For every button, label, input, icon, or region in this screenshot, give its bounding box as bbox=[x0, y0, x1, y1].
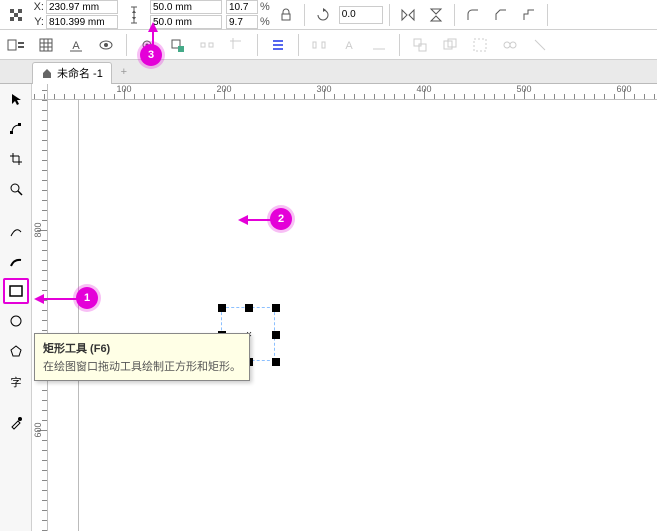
ruler-vertical[interactable]: 800600 bbox=[32, 100, 48, 531]
size-fields bbox=[150, 0, 222, 29]
separator bbox=[126, 34, 127, 56]
x-input[interactable] bbox=[46, 0, 118, 14]
selection-handle[interactable] bbox=[272, 358, 280, 366]
tab-bar: 未命名 -1 + bbox=[0, 60, 657, 84]
scale-y-input[interactable] bbox=[226, 15, 258, 29]
canvas-area: 100200300400500600 800600 × bbox=[32, 84, 657, 531]
separator bbox=[399, 34, 400, 56]
lock-size-icon[interactable] bbox=[122, 3, 146, 27]
corner-tl-icon[interactable] bbox=[461, 3, 485, 27]
canvas[interactable]: × bbox=[48, 100, 657, 531]
mirror-v-icon[interactable] bbox=[424, 3, 448, 27]
pick-tool[interactable] bbox=[3, 86, 29, 112]
lock-icon[interactable] bbox=[274, 3, 298, 27]
height-input[interactable] bbox=[150, 15, 222, 29]
arrow-2 bbox=[238, 213, 274, 227]
origin-icon[interactable] bbox=[4, 3, 28, 27]
rectangle-tool[interactable] bbox=[3, 278, 29, 304]
text-a-icon[interactable]: A bbox=[337, 33, 361, 57]
arrow-3 bbox=[146, 22, 160, 48]
selection-handle[interactable] bbox=[272, 304, 280, 312]
arrow-1 bbox=[34, 292, 80, 306]
view-icon[interactable] bbox=[94, 33, 118, 57]
x-label: X: bbox=[32, 1, 44, 13]
align-icon[interactable] bbox=[266, 33, 290, 57]
add-node-icon[interactable] bbox=[165, 33, 189, 57]
separator bbox=[454, 4, 455, 26]
rotate-icon[interactable] bbox=[311, 3, 335, 27]
pct-unit: % bbox=[260, 1, 270, 13]
document-tab[interactable]: 未命名 -1 bbox=[32, 62, 112, 84]
sel-all-icon[interactable] bbox=[468, 33, 492, 57]
selection-handle[interactable] bbox=[272, 331, 280, 339]
page-edge bbox=[78, 100, 79, 531]
tooltip-title: 矩形工具 (F6) bbox=[43, 340, 241, 356]
text-grid-icon[interactable]: A bbox=[64, 33, 88, 57]
pct-unit: % bbox=[260, 16, 270, 28]
property-bar: X: Y: % % bbox=[0, 0, 657, 30]
separator bbox=[304, 4, 305, 26]
scale-x-input[interactable] bbox=[226, 0, 258, 14]
options-bar: A A bbox=[0, 30, 657, 60]
position-fields: X: Y: bbox=[32, 0, 118, 29]
baseline-icon[interactable] bbox=[367, 33, 391, 57]
selection-handle[interactable] bbox=[245, 304, 253, 312]
corner-ch-icon[interactable] bbox=[517, 3, 541, 27]
tab-title: 未命名 -1 bbox=[57, 65, 103, 81]
opt-icon[interactable] bbox=[4, 33, 28, 57]
tooltip: 矩形工具 (F6) 在绘图窗口拖动工具绘制正方形和矩形。 bbox=[34, 333, 250, 381]
y-label: Y: bbox=[32, 16, 44, 28]
shape-tool[interactable] bbox=[3, 116, 29, 142]
separator bbox=[547, 4, 548, 26]
selection-handle[interactable] bbox=[218, 304, 226, 312]
link-icon[interactable] bbox=[498, 33, 522, 57]
eyedrop-tool[interactable] bbox=[3, 410, 29, 436]
width-input[interactable] bbox=[150, 0, 222, 14]
svg-text:A: A bbox=[345, 40, 353, 52]
svg-text:A: A bbox=[72, 40, 80, 52]
polygon-tool[interactable] bbox=[3, 338, 29, 364]
combine-icon[interactable] bbox=[438, 33, 462, 57]
toolbox: 字 bbox=[0, 84, 32, 531]
distribute-icon[interactable] bbox=[307, 33, 331, 57]
rotation-input[interactable] bbox=[339, 6, 383, 24]
scale-fields: % % bbox=[226, 0, 270, 29]
freehand-tool[interactable] bbox=[3, 218, 29, 244]
artistic-tool[interactable] bbox=[3, 248, 29, 274]
text-tool[interactable]: 字 bbox=[3, 368, 29, 394]
zoom-tool[interactable] bbox=[3, 176, 29, 202]
crop-icon[interactable] bbox=[225, 33, 249, 57]
svg-text:字: 字 bbox=[10, 375, 21, 388]
ruler-horizontal[interactable]: 100200300400500600 bbox=[48, 84, 657, 100]
group-icon[interactable] bbox=[408, 33, 432, 57]
tooltip-body: 在绘图窗口拖动工具绘制正方形和矩形。 bbox=[43, 358, 241, 374]
home-icon bbox=[41, 67, 53, 79]
mirror-h-icon[interactable] bbox=[396, 3, 420, 27]
y-input[interactable] bbox=[46, 15, 118, 29]
ellipse-tool[interactable] bbox=[3, 308, 29, 334]
tab-add-button[interactable]: + bbox=[114, 62, 134, 82]
work-area: 字 100200300400500600 800600 × bbox=[0, 84, 657, 531]
separator bbox=[389, 4, 390, 26]
separator bbox=[257, 34, 258, 56]
crop-tool[interactable] bbox=[3, 146, 29, 172]
break-icon[interactable] bbox=[528, 33, 552, 57]
grid-icon[interactable] bbox=[34, 33, 58, 57]
corner-sc-icon[interactable] bbox=[489, 3, 513, 27]
separator bbox=[298, 34, 299, 56]
snap-icon[interactable] bbox=[195, 33, 219, 57]
